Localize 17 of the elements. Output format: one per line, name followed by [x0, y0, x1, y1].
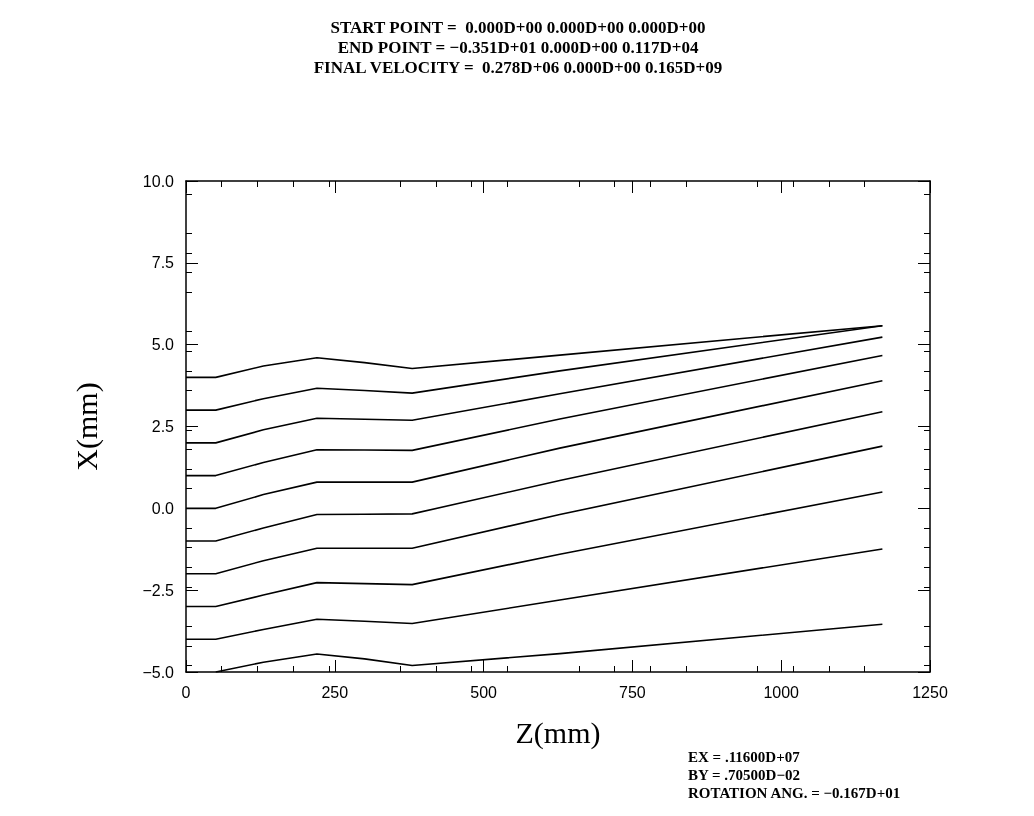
y-axis-title: X(mm) — [69, 382, 104, 471]
x-tick-label: 750 — [619, 683, 646, 701]
y-tick-label: −5.0 — [142, 663, 175, 681]
y-tick-label: 0.0 — [151, 499, 175, 517]
x-tick-label: 0 — [181, 683, 191, 701]
y-tick-label: 10.0 — [142, 172, 175, 190]
x-axis-title: Z(mm) — [515, 715, 601, 750]
y-tick-label: 5.0 — [151, 336, 175, 354]
y-tick-label: 2.5 — [151, 418, 175, 435]
y-tick-label: 7.5 — [151, 254, 175, 272]
x-tick-label: 250 — [321, 683, 349, 701]
x-tick-label: 1250 — [912, 683, 948, 701]
chart-title: START POINT = 0.000D+00 0.000D+00 0.000D+00 END POINT = −0.351D+01 0.000D+00 0.117D+04 FINAL VELOCITY = 0.278D+06 0.000D+00 0.165D+09 — [313, 17, 723, 77]
text: EX = .11600D+07 BY = .70500D−02 ROTATION ANG. = −0.167D+01 — [688, 749, 901, 801]
x-tick-label: 1000 — [763, 683, 800, 701]
y-tick-label: −2.5 — [142, 581, 175, 599]
x-tick-label: 500 — [470, 683, 498, 701]
